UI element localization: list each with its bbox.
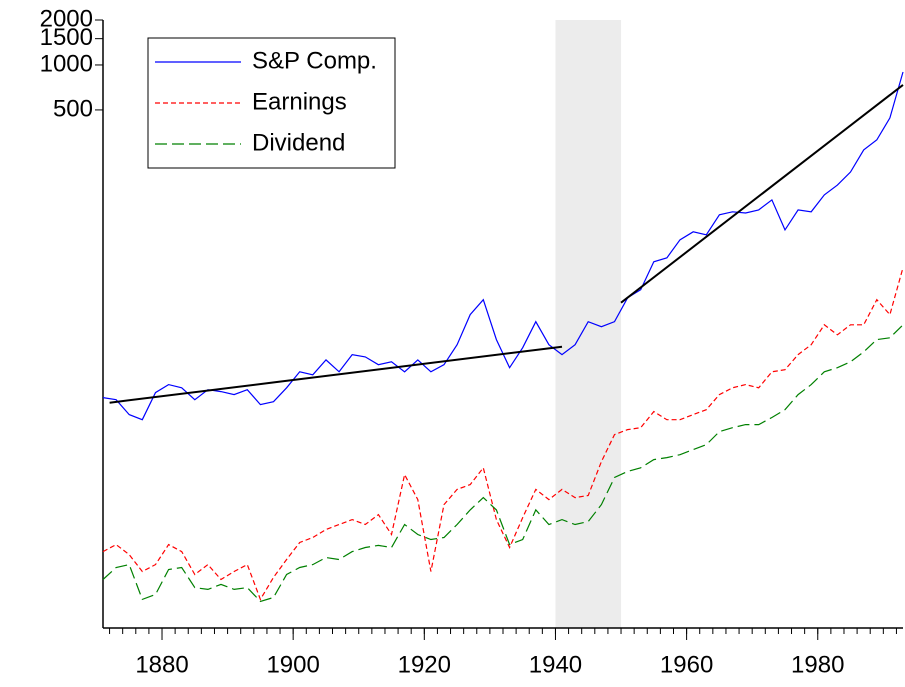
y-tick-label: 500 [53, 95, 93, 122]
x-tick-label: 1980 [791, 651, 844, 678]
legend-label: Earnings [252, 88, 347, 115]
x-tick-label: 1940 [529, 651, 582, 678]
trend-line [109, 345, 563, 404]
x-tick-label: 1900 [266, 651, 319, 678]
shaded-period [555, 20, 622, 628]
trend-line [620, 84, 904, 304]
y-tick-label: 1000 [40, 50, 93, 77]
legend-label: Dividend [252, 129, 345, 156]
x-tick-label: 1920 [398, 651, 451, 678]
x-tick-label: 1880 [135, 651, 188, 678]
y-tick-label: 1500 [40, 24, 93, 51]
x-tick-label: 1960 [660, 651, 713, 678]
series-line [102, 267, 904, 601]
series-line [102, 324, 904, 603]
legend-label: S&P Comp. [252, 47, 377, 74]
y-tick-label: 2000 [40, 5, 93, 32]
